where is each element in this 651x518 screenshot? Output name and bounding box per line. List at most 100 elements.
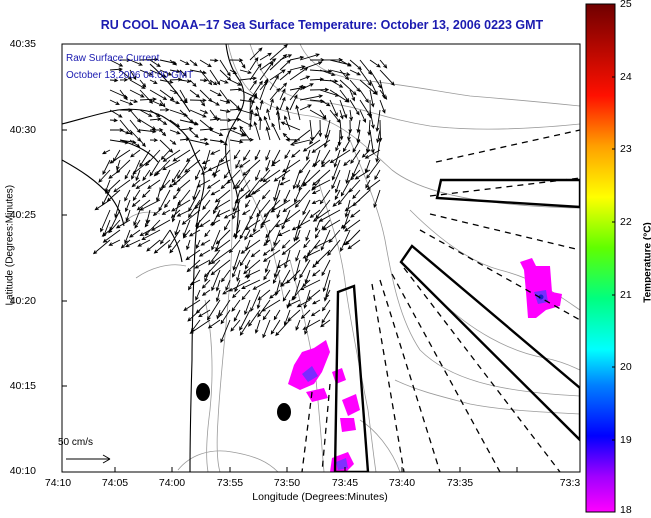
current-vector [311,179,331,190]
axis-ticks [62,43,518,473]
current-vector [340,179,351,197]
current-vector [335,139,341,152]
current-vector [281,239,291,249]
colorbar-label: Temperature (°C) [642,222,651,303]
current-vector [250,289,261,312]
current-vector [305,229,311,242]
current-vector [302,179,311,186]
current-vector [328,229,341,243]
current-vector [255,105,261,121]
current-vector [312,209,331,222]
current-vector [179,137,191,142]
current-vector [319,189,331,205]
current-vector [261,299,281,312]
current-vector [171,199,181,223]
current-vector [189,89,201,98]
current-vector [344,199,361,212]
current-vector [229,117,242,122]
current-vector [241,209,251,216]
current-vector [135,179,151,190]
current-vector [279,70,292,81]
current-vector [291,149,301,158]
current-vector [211,229,221,251]
current-vector [287,299,301,307]
current-vector [169,99,181,105]
current-vector [311,139,331,154]
sst-patches [288,258,562,472]
current-vector [291,289,301,301]
current-vector [189,279,201,286]
current-vector [210,249,231,265]
plot-frame [61,43,581,473]
current-vector [141,189,151,198]
current-vector [139,109,153,117]
current-vector [295,104,301,121]
current-vector [239,109,260,117]
current-vector [214,189,231,203]
current-vector [299,75,311,81]
current-vector [189,98,207,103]
current-vector [169,77,183,82]
current-vector [283,189,291,204]
current-vector [149,79,158,84]
current-vector [188,199,201,219]
colorbar-tick-label: 19 [620,434,632,446]
current-vector [215,279,221,292]
current-vector [236,269,241,282]
current-vector [232,259,241,278]
current-vector [347,239,361,250]
current-vector [161,209,171,215]
current-vector [131,159,141,180]
current-vector [309,129,321,145]
current-vector [112,149,121,163]
current-vector [275,219,291,228]
current-vector [189,119,199,126]
current-vector [343,159,351,167]
current-vector [189,319,211,334]
coastline [62,44,245,472]
current-vector [129,109,142,123]
current-vector [206,299,221,321]
current-vector [169,139,177,145]
y-tick-label: 40:15 [9,380,36,392]
current-vector [282,289,291,302]
current-vector [329,99,338,118]
current-vector [249,80,263,101]
current-vector [352,139,361,153]
current-vector [220,149,231,163]
current-vector [356,129,361,144]
current-vector [109,149,131,164]
current-vector [119,108,133,113]
current-vector [310,309,321,317]
current-vector [322,219,341,231]
current-vector [309,209,321,219]
current-vector [299,279,321,291]
current-vector [219,299,231,317]
current-vector [195,169,201,181]
current-vector [172,149,191,162]
current-vector [220,309,231,325]
current-vector [160,229,171,245]
current-vector [281,159,301,173]
current-vector [302,139,321,152]
current-vector [271,122,281,141]
current-vector [188,269,201,291]
current-vector [359,89,369,104]
current-vector [144,219,161,236]
current-vector [159,79,174,84]
current-vector [265,149,271,161]
current-vector [220,179,231,190]
current-vector [334,189,341,201]
current-vector [239,125,251,141]
current-vector [129,229,141,238]
current-vector [289,84,304,101]
current-vector [209,99,220,106]
current-vector [196,219,201,230]
current-vector [296,179,301,189]
current-vector [273,309,281,321]
current-vector [349,99,360,116]
current-vector [339,59,352,67]
current-vector [195,239,201,250]
current-vector [299,259,311,279]
current-vector [189,59,198,67]
